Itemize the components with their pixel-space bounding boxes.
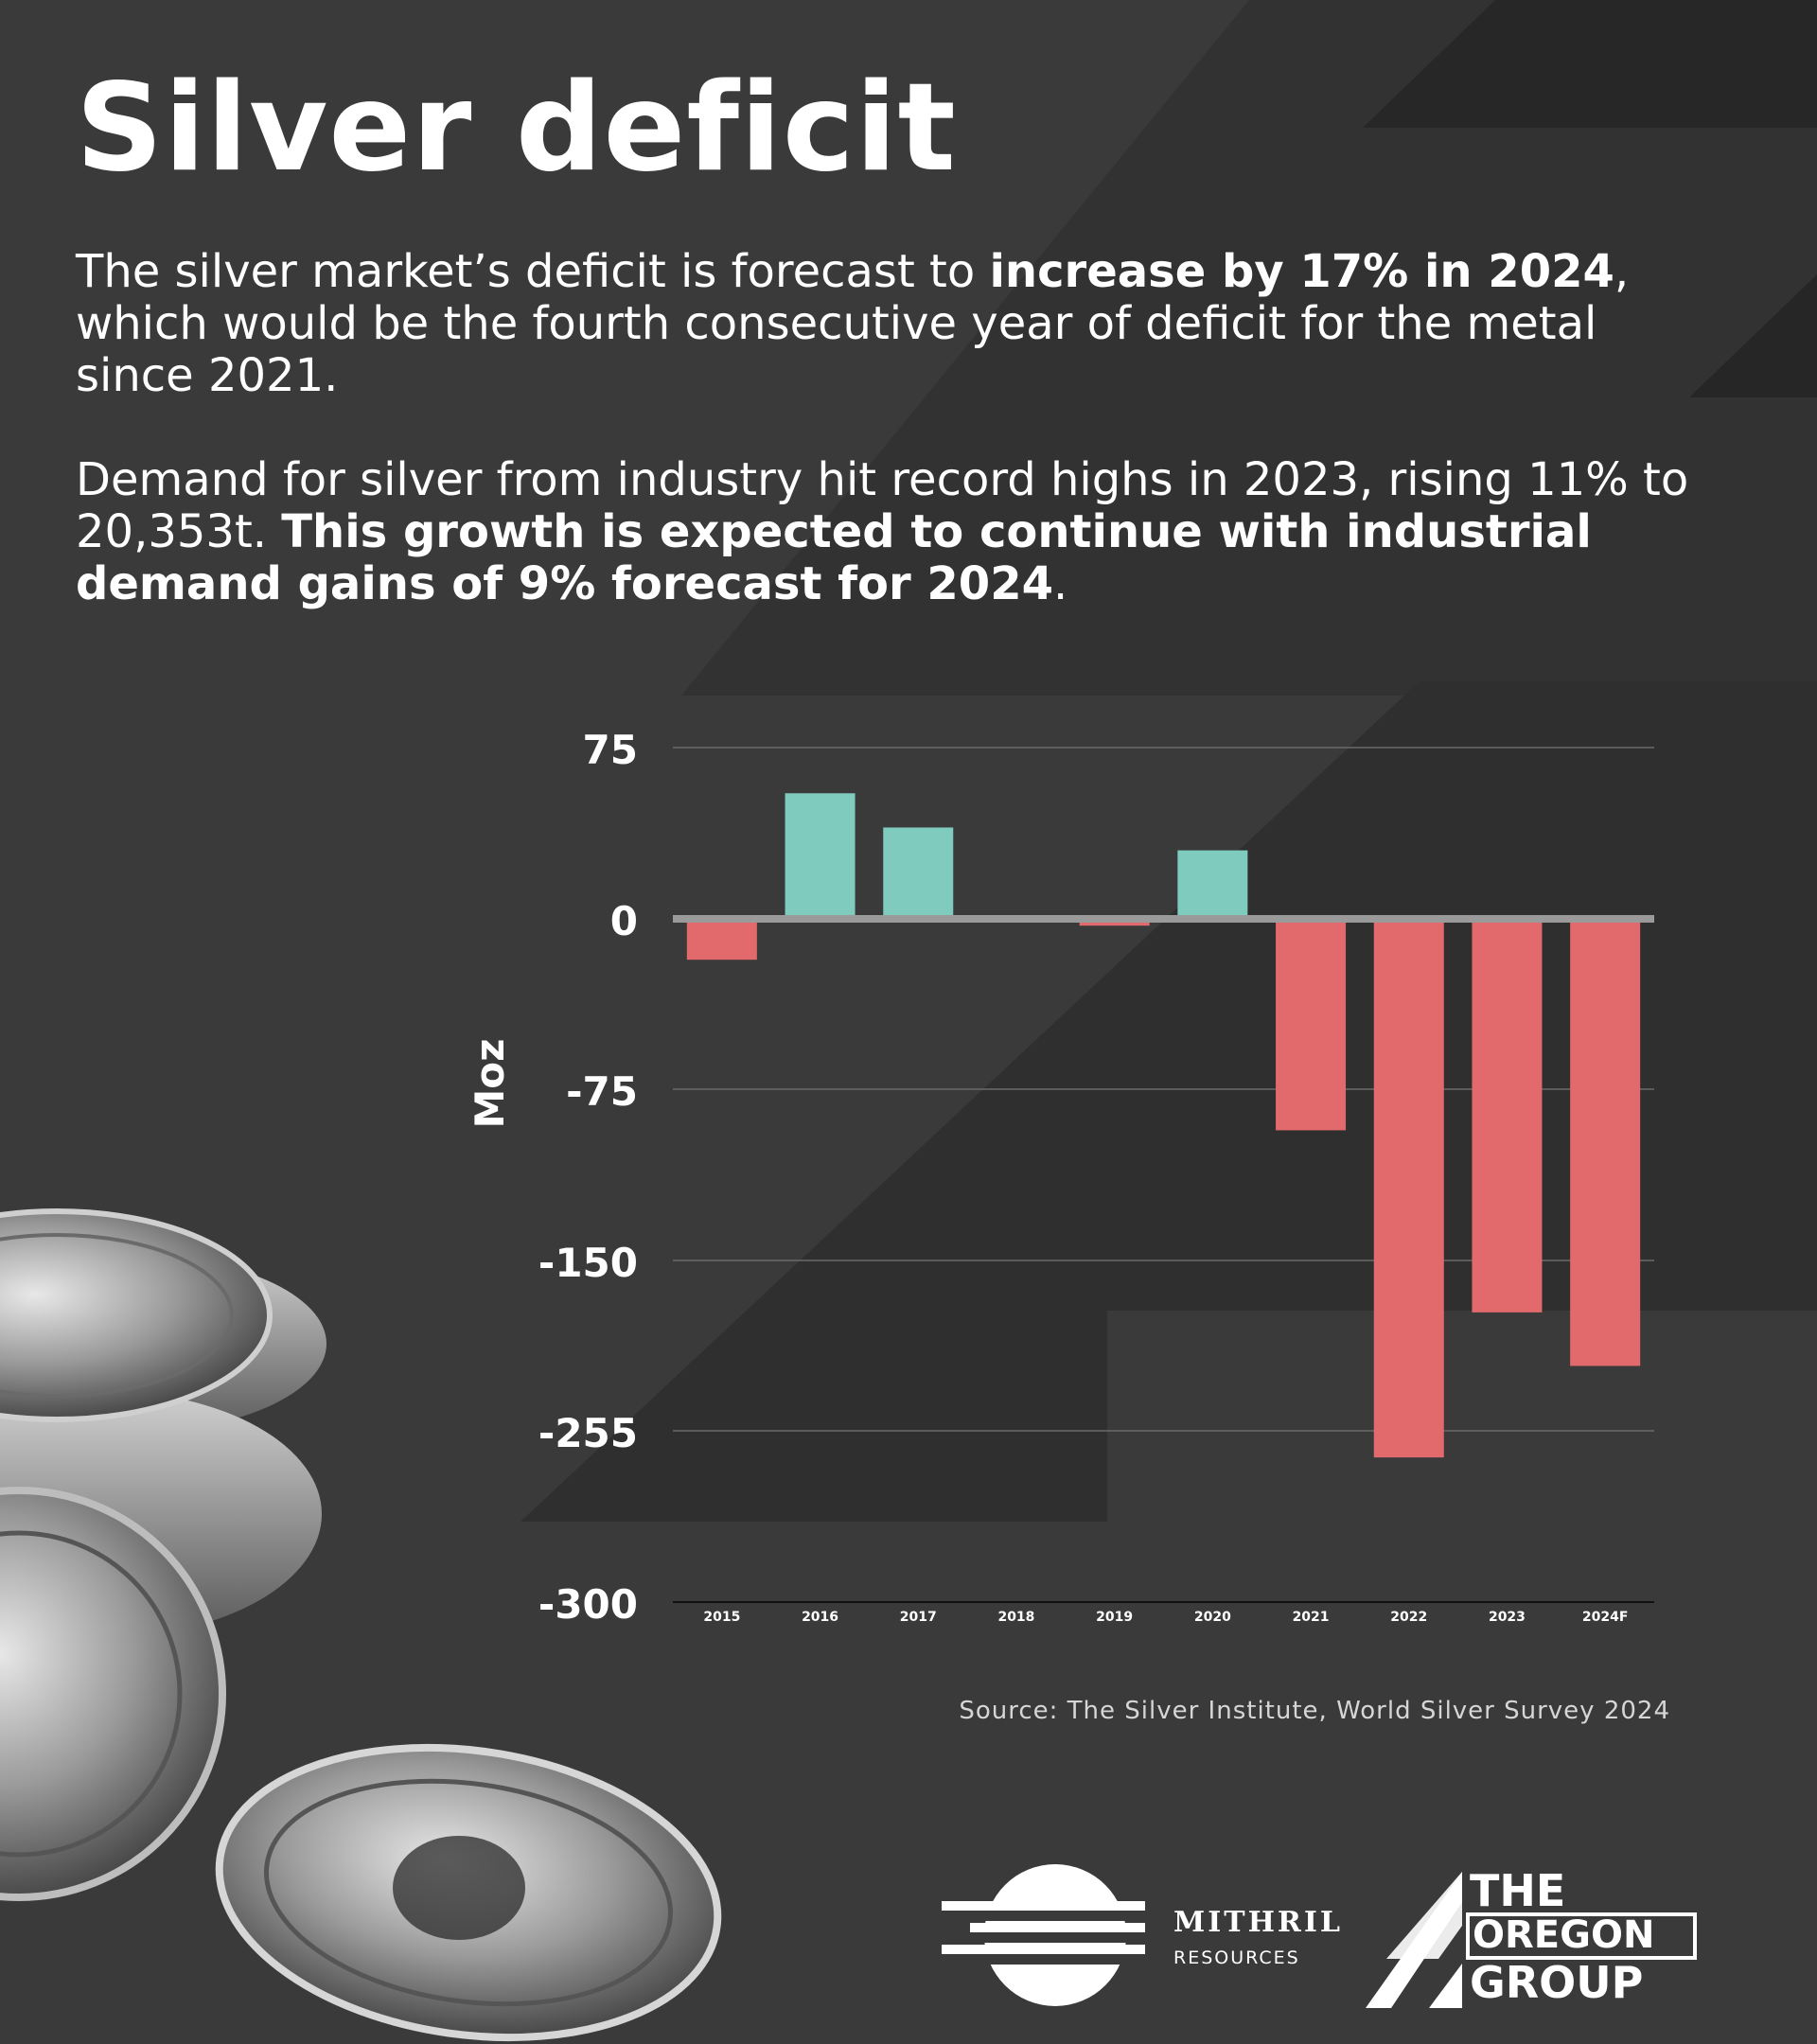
mithril-logo-name: MITHRIL xyxy=(1173,1906,1343,1939)
y-tick-label: -75 xyxy=(566,1068,638,1115)
x-tick-label: 2023 xyxy=(1489,1610,1526,1625)
intro-highlight: increase by 17% in 2024 xyxy=(989,245,1614,298)
x-tick-label: 2024F xyxy=(1582,1610,1629,1625)
background-stripe xyxy=(520,681,1817,1522)
x-tick-label: 2017 xyxy=(900,1610,937,1625)
y-tick-label: 75 xyxy=(583,727,638,773)
x-tick-label: 2022 xyxy=(1390,1610,1427,1625)
background-stripe xyxy=(1363,0,1817,128)
oregon-logo-line-3: GROUP xyxy=(1470,1957,1644,2008)
demand-paragraph: Demand for silver from industry hit reco… xyxy=(76,454,1703,610)
bar xyxy=(1570,919,1641,1366)
y-axis-label: Moz xyxy=(467,1038,513,1128)
bar xyxy=(1177,850,1248,919)
oregon-logo-line-1: THE xyxy=(1470,1865,1566,1916)
bar xyxy=(785,793,856,919)
x-tick-label: 2021 xyxy=(1293,1610,1330,1625)
mithril-logo-icon xyxy=(942,1864,1145,2006)
silver-coins-image xyxy=(0,1208,722,2042)
intro-text: The silver market’s deficit is forecast … xyxy=(76,245,990,298)
bar xyxy=(1276,919,1347,1131)
y-tick-label: -255 xyxy=(538,1410,638,1456)
x-tick-label: 2018 xyxy=(997,1610,1034,1625)
bar xyxy=(883,827,954,919)
y-tick-label: -150 xyxy=(538,1240,638,1286)
demand-highlight: This growth is expected to continue with… xyxy=(76,505,1592,610)
x-tick-label: 2016 xyxy=(802,1610,838,1625)
source-note: Source: The Silver Institute, World Silv… xyxy=(959,1697,1670,1725)
background-stripe xyxy=(1689,274,1817,397)
x-tick-label: 2020 xyxy=(1194,1610,1231,1625)
intro-text-end: , which would be the fourth consecutive … xyxy=(76,245,1630,402)
x-tick-label: 2015 xyxy=(703,1610,740,1625)
intro-paragraph: The silver market’s deficit is forecast … xyxy=(76,246,1703,402)
bar xyxy=(1472,919,1543,1313)
oregon-group-logo-icon xyxy=(1366,1872,1697,2008)
y-tick-label: 0 xyxy=(610,898,638,944)
oregon-logo-line-2: OREGON xyxy=(1473,1913,1655,1957)
x-tick-label: 2019 xyxy=(1096,1610,1133,1625)
bar xyxy=(686,919,757,960)
page-title: Silver deficit xyxy=(76,58,957,199)
y-tick-label: -300 xyxy=(538,1581,638,1628)
mithril-logo-subtitle: RESOURCES xyxy=(1173,1947,1300,1968)
background-stripe xyxy=(681,0,1817,696)
bar xyxy=(1373,919,1444,1458)
demand-text: Demand for silver from industry hit reco… xyxy=(76,453,1689,558)
demand-text-end: . xyxy=(1052,557,1068,610)
